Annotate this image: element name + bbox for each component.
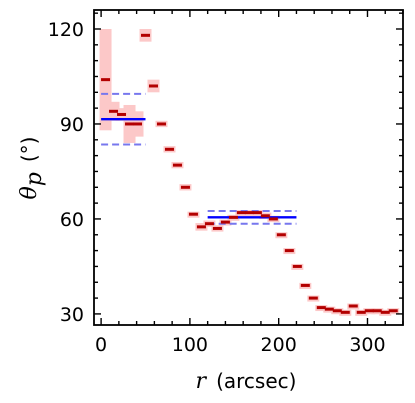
data-point xyxy=(212,226,222,230)
x-axis-title: r (arcsec) xyxy=(196,369,297,394)
data-point xyxy=(276,233,286,237)
data-point xyxy=(340,310,350,314)
data-point xyxy=(300,283,310,287)
data-point xyxy=(180,185,190,189)
data-point xyxy=(364,309,374,313)
data-point xyxy=(148,84,158,88)
y-tick-label: 90 xyxy=(60,114,84,136)
data-point xyxy=(332,309,342,313)
data-point xyxy=(316,306,326,310)
data-point xyxy=(204,222,214,226)
y-axis-unit: (°) xyxy=(17,137,41,163)
x-tick-label: 200 xyxy=(261,334,297,356)
y-axis-symbol: θ xyxy=(17,186,42,199)
data-point xyxy=(133,122,143,126)
data-point xyxy=(348,304,358,308)
data-point xyxy=(228,215,238,219)
data-point xyxy=(380,310,390,314)
data-point xyxy=(284,249,294,253)
data-point-layer xyxy=(101,33,398,314)
data-point xyxy=(220,220,230,224)
x-axis-symbol: r xyxy=(196,369,208,394)
data-point xyxy=(372,309,382,313)
data-point xyxy=(125,122,135,126)
x-axis-unit: (arcsec) xyxy=(216,369,296,393)
data-point xyxy=(196,225,206,229)
data-point xyxy=(172,163,182,167)
data-point xyxy=(236,211,246,215)
x-tick-label: 0 xyxy=(95,334,107,356)
y-tick-label: 30 xyxy=(60,304,84,326)
data-point xyxy=(324,307,334,311)
x-tick-labels: 0 100 200 300 xyxy=(95,334,386,356)
data-point xyxy=(356,310,366,314)
error-box-layer xyxy=(99,28,400,316)
data-point xyxy=(109,109,119,113)
x-tick-label: 100 xyxy=(172,334,208,356)
data-point xyxy=(292,264,302,268)
data-point xyxy=(188,212,198,216)
y-tick-labels: 30 60 90 120 xyxy=(48,19,84,326)
data-point xyxy=(308,296,318,300)
plot-frame xyxy=(93,9,404,326)
fit-layer xyxy=(101,92,297,225)
y-axis-subscript: p xyxy=(22,172,47,186)
data-point xyxy=(388,309,398,313)
y-tick-label: 120 xyxy=(48,19,84,41)
data-point xyxy=(156,122,166,126)
data-point xyxy=(141,33,150,37)
data-point xyxy=(252,211,262,215)
data-point xyxy=(244,211,254,215)
data-point xyxy=(117,112,127,116)
y-tick-label: 60 xyxy=(60,209,84,231)
x-tick-label: 300 xyxy=(349,334,385,356)
data-point xyxy=(164,147,174,151)
y-axis-title: θp (°) xyxy=(17,137,47,200)
tick-layer xyxy=(94,10,404,325)
data-point xyxy=(101,78,111,82)
data-point xyxy=(268,217,278,221)
data-point xyxy=(260,214,270,218)
